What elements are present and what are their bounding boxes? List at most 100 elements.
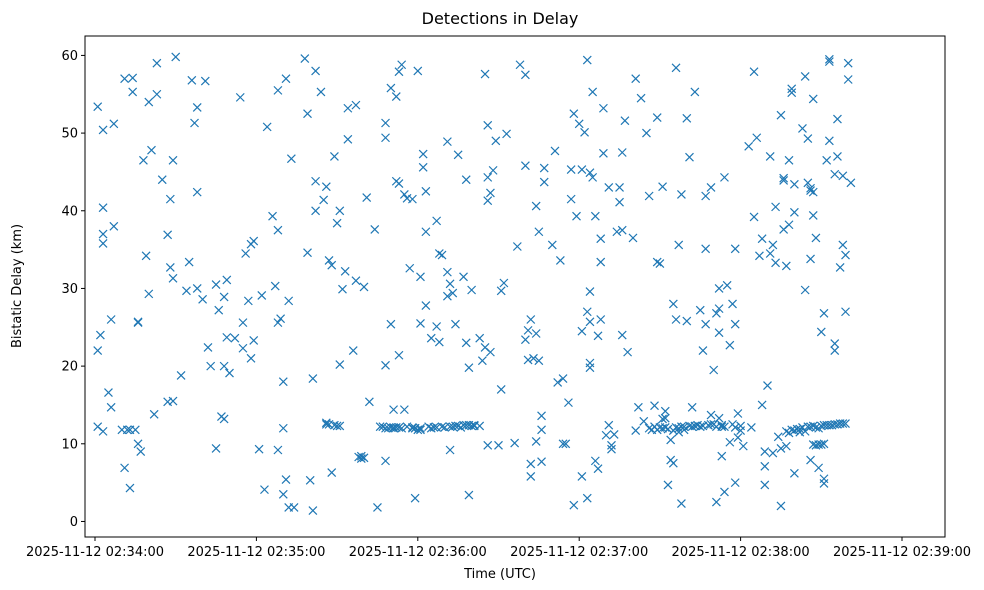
data-point (381, 456, 390, 466)
data-point (249, 236, 259, 246)
data-point (760, 480, 770, 490)
data-point-stroke (714, 413, 724, 423)
data-point-stroke (389, 405, 399, 415)
data-point-stroke (238, 318, 248, 328)
data-point (768, 448, 778, 458)
data-point (386, 83, 396, 93)
data-point-stroke (407, 194, 417, 204)
chart-title: Detections in Delay (422, 9, 579, 28)
data-point-stroke (214, 305, 224, 315)
data-point-stroke (200, 76, 210, 86)
data-point (800, 71, 810, 81)
data-point-stroke (671, 315, 681, 324)
data-point (598, 148, 608, 158)
data-point (496, 286, 506, 296)
data-point-stroke (515, 60, 525, 70)
data-point-stroke (373, 503, 382, 512)
data-point-stroke (789, 207, 799, 217)
data-point (324, 256, 334, 265)
data-point-stroke (413, 66, 423, 76)
data-point (421, 301, 431, 310)
data-point-stroke (631, 426, 641, 436)
data-point-stroke (381, 133, 390, 143)
data-point-stroke (534, 356, 544, 366)
data-point-stroke (359, 282, 369, 292)
data-point (652, 257, 662, 267)
data-point-stroke (120, 74, 130, 84)
data-point (822, 155, 832, 165)
data-point-stroke (98, 203, 108, 213)
data-point (663, 424, 673, 434)
y-tick-label: 10 (61, 437, 78, 452)
data-point-stroke (822, 155, 832, 165)
data-point (273, 318, 283, 328)
data-point (437, 422, 447, 432)
data-point-stroke (806, 186, 815, 195)
data-point (399, 190, 409, 199)
data-point-stroke (338, 284, 347, 294)
data-point (808, 187, 818, 197)
data-point-stroke (198, 294, 208, 304)
data-point (730, 478, 740, 488)
data-point-stroke (130, 425, 140, 435)
data-point-stroke (617, 225, 627, 235)
data-point-stroke (787, 84, 797, 94)
data-point-stroke (598, 103, 608, 113)
data-point-stroke (776, 501, 786, 511)
data-point-stroke (760, 461, 770, 471)
data-point (725, 437, 735, 447)
data-point (830, 339, 840, 349)
data-point-stroke (720, 422, 729, 432)
data-point (806, 186, 815, 195)
data-point (789, 468, 799, 478)
data-point (486, 188, 495, 198)
data-point-stroke (609, 430, 619, 439)
data-point (720, 422, 729, 432)
data-point-stroke (249, 236, 259, 246)
data-point (464, 363, 474, 373)
data-point-stroke (819, 308, 829, 318)
data-point (720, 487, 729, 497)
data-point (343, 103, 353, 113)
data-point (808, 94, 818, 104)
data-point (378, 422, 388, 432)
data-point (730, 244, 740, 254)
data-point (843, 58, 853, 68)
data-point-stroke (434, 249, 444, 258)
data-point-stroke (429, 423, 439, 432)
data-point-stroke (687, 402, 697, 412)
data-point-stroke (531, 437, 541, 446)
data-point-stroke (668, 299, 678, 309)
data-point (585, 168, 595, 178)
data-point (206, 361, 216, 371)
data-point (596, 257, 606, 267)
data-point-stroke (397, 60, 407, 70)
data-point (268, 211, 277, 221)
data-point (676, 190, 686, 199)
data-point (289, 503, 299, 512)
data-point-stroke (569, 500, 579, 510)
data-point (332, 421, 342, 431)
data-point-stroke (321, 419, 331, 429)
data-point (833, 151, 842, 161)
data-point (278, 423, 288, 433)
data-point-stroke (582, 307, 592, 317)
data-point-stroke (711, 308, 721, 318)
data-point (284, 296, 294, 306)
data-point-stroke (577, 165, 587, 175)
data-point-stroke (717, 422, 727, 432)
data-point (642, 128, 651, 138)
data-point-stroke (147, 145, 156, 155)
data-point (442, 291, 452, 301)
data-point-stroke (445, 279, 455, 289)
data-point (652, 113, 662, 122)
data-point (359, 453, 369, 463)
data-point (496, 384, 506, 394)
data-point (448, 288, 458, 298)
data-point (795, 424, 805, 434)
data-point-stroke (806, 183, 815, 193)
data-point-stroke (806, 455, 815, 465)
data-point (676, 499, 686, 509)
data-point (660, 406, 670, 416)
data-point-stroke (494, 440, 503, 450)
